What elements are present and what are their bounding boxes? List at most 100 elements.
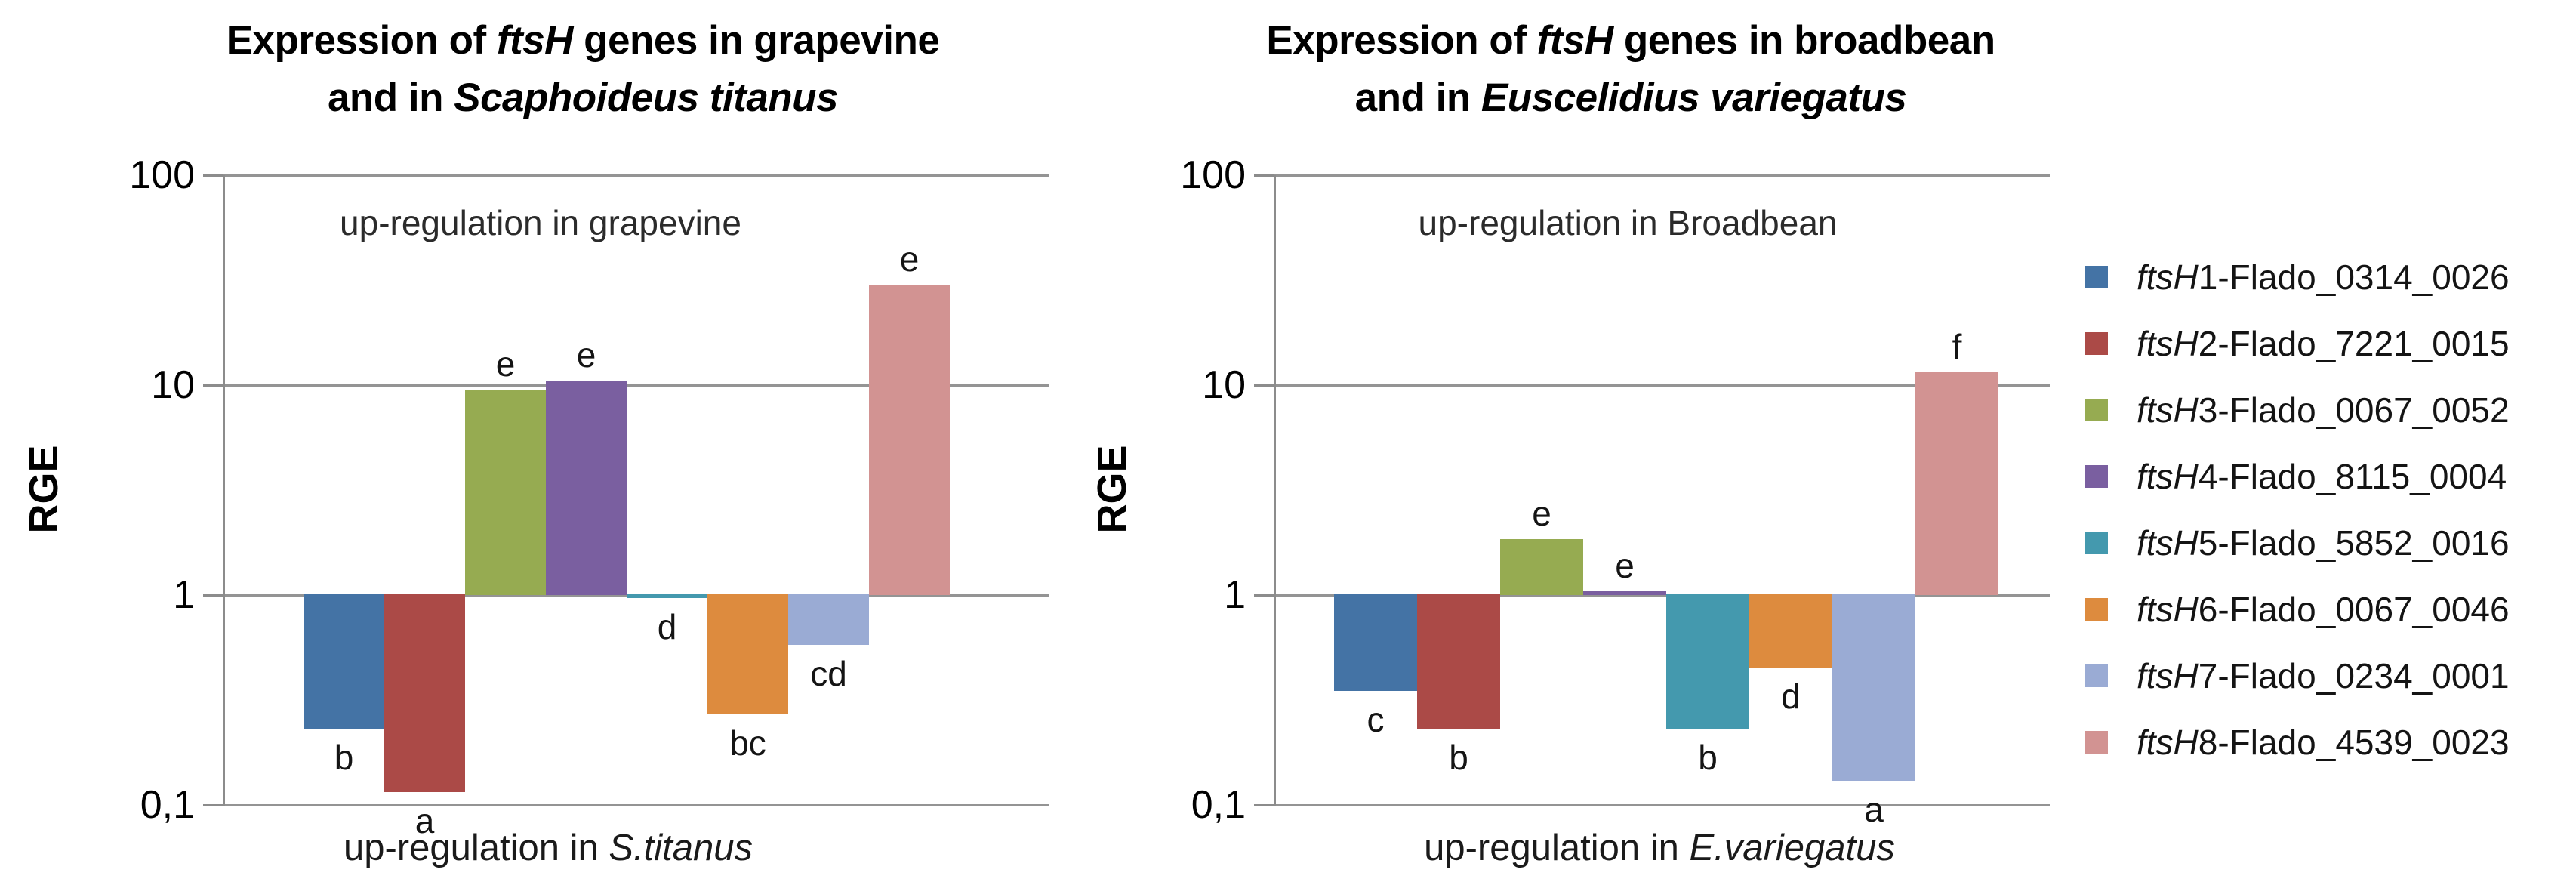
y-axis-label-broadbean: RGE: [1089, 445, 1135, 534]
text-segment: 7-Flado_0234_0001: [2198, 656, 2510, 695]
bar-ftsH2: [384, 594, 465, 793]
italic-text-segment: ftsH: [2137, 324, 2199, 363]
text-segment: genes in grapevine: [572, 18, 940, 63]
tick-label-1: 1: [1224, 573, 1246, 617]
legend-label: ftsH1-Flado_0314_0026: [2137, 257, 2510, 298]
legend-label: ftsH6-Flado_0067_0046: [2137, 589, 2510, 630]
text-segment: and in: [1354, 76, 1481, 120]
bar-label-ftsH8: f: [1952, 327, 1962, 367]
tick-label-1: 1: [173, 573, 195, 617]
bar-ftsH1: [1334, 594, 1417, 691]
bar-label-ftsH8: e: [899, 239, 920, 279]
legend-item-0: ftsH1-Flado_0314_0026: [2085, 257, 2510, 298]
bar-label-ftsH7: cd: [810, 653, 847, 693]
text-segment: Expression of: [226, 18, 497, 63]
legend-color-swatch: [2085, 399, 2108, 421]
tick-mark: [203, 594, 223, 597]
gridline-0_1: [223, 804, 1049, 806]
gridline-10: [1274, 384, 2050, 387]
text-segment: 6-Flado_0067_0046: [2198, 590, 2510, 629]
tick-mark: [1254, 804, 1274, 806]
legend-label: ftsH7-Flado_0234_0001: [2137, 655, 2510, 696]
annotation-up-regulation-bottom: up-regulation in E.variegatus: [1424, 826, 1895, 870]
y-axis-line: [223, 175, 225, 806]
legend-color-swatch: [2085, 598, 2108, 621]
chart-title-broadbean: Expression of ftsH genes in broadbean and…: [1266, 12, 1995, 127]
bar-ftsH4: [546, 381, 627, 595]
italic-text-segment: ftsH: [1536, 18, 1614, 63]
italic-text-segment: ftsH: [2137, 723, 2199, 762]
bar-label-ftsH3: e: [1532, 493, 1551, 533]
text-segment: up-regulation in: [1424, 828, 1690, 868]
bar-ftsH6: [707, 594, 788, 715]
tick-mark: [1254, 384, 1274, 387]
italic-text-segment: Scaphoideus titanus: [454, 76, 839, 120]
legend-item-6: ftsH7-Flado_0234_0001: [2085, 655, 2510, 696]
text-segment: up-regulation in grapevine: [340, 203, 741, 242]
legend-item-3: ftsH4-Flado_8115_0004: [2085, 456, 2507, 497]
chart-title-grapevine: Expression of ftsH genes in grapevine and…: [226, 12, 940, 127]
tick-mark: [1254, 594, 1274, 597]
text-segment: 8-Flado_4539_0023: [2198, 723, 2510, 762]
annotation-up-regulation-top: up-regulation in grapevine: [340, 202, 741, 243]
bar-label-ftsH5: d: [657, 606, 677, 646]
bar-ftsH8: [869, 285, 950, 595]
bar-ftsH8: [1915, 372, 1998, 595]
bar-ftsH1: [304, 594, 384, 729]
tick-mark: [203, 804, 223, 806]
bar-label-ftsH6: bc: [729, 723, 766, 763]
bar-ftsH5: [1666, 594, 1749, 729]
gridline-10: [223, 384, 1049, 387]
legend-color-swatch: [2085, 266, 2108, 288]
italic-text-segment: ftsH: [496, 18, 574, 63]
tick-label-0_1: 0,1: [1191, 783, 1246, 827]
italic-text-segment: ftsH: [2137, 590, 2199, 629]
text-segment: 1-Flado_0314_0026: [2198, 257, 2510, 297]
tick-label-0_1: 0,1: [140, 783, 195, 827]
italic-text-segment: ftsH: [2137, 457, 2199, 496]
annotation-up-regulation-top: up-regulation in Broadbean: [1419, 202, 1838, 243]
legend-label: ftsH3-Flado_0067_0052: [2137, 390, 2510, 430]
bar-ftsH7: [1832, 594, 1915, 782]
bar-label-ftsH4: e: [1615, 546, 1635, 586]
y-axis-label-grapevine: RGE: [21, 445, 66, 534]
legend-label: ftsH5-Flado_5852_0016: [2137, 523, 2510, 563]
italic-text-segment: E.variegatus: [1689, 828, 1895, 868]
tick-mark: [1254, 174, 1274, 177]
bar-ftsH3: [465, 390, 546, 595]
legend-color-swatch: [2085, 731, 2108, 754]
legend-color-swatch: [2085, 664, 2108, 687]
chart-title-line: Expression of ftsH genes in broadbean: [1266, 12, 1995, 69]
legend-color-swatch: [2085, 532, 2108, 554]
italic-text-segment: ftsH: [2137, 257, 2199, 297]
bar-label-ftsH5: b: [1698, 738, 1718, 778]
chart-title-line: and in Scaphoideus titanus: [226, 69, 940, 127]
text-segment: 3-Flado_0067_0052: [2198, 390, 2510, 430]
bar-label-ftsH2: a: [414, 801, 435, 841]
tick-mark: [203, 174, 223, 177]
bar-ftsH4: [1583, 591, 1666, 596]
text-segment: up-regulation in Broadbean: [1418, 203, 1838, 242]
legend-label: ftsH4-Flado_8115_0004: [2137, 456, 2507, 497]
chart-title-line: and in Euscelidius variegatus: [1266, 69, 1995, 127]
legend-item-4: ftsH5-Flado_5852_0016: [2085, 523, 2510, 563]
legend-label: ftsH8-Flado_4539_0023: [2137, 722, 2510, 763]
gridline-100: [223, 174, 1049, 177]
bar-label-ftsH2: b: [1449, 738, 1468, 778]
text-segment: up-regulation in: [343, 828, 609, 868]
bar-label-ftsH3: e: [495, 344, 516, 384]
legend-color-swatch: [2085, 465, 2108, 488]
bar-label-ftsH6: d: [1781, 677, 1801, 717]
y-axis-line: [1274, 175, 1276, 806]
legend-color-swatch: [2085, 332, 2108, 355]
bar-label-ftsH7: a: [1864, 790, 1884, 830]
bar-ftsH3: [1500, 538, 1583, 595]
tick-label-10: 10: [1202, 363, 1246, 407]
legend-item-7: ftsH8-Flado_4539_0023: [2085, 722, 2510, 763]
text-segment: Expression of: [1266, 18, 1537, 63]
text-segment: and in: [327, 76, 454, 120]
bar-label-ftsH4: e: [576, 335, 596, 375]
legend-item-1: ftsH2-Flado_7221_0015: [2085, 323, 2510, 364]
